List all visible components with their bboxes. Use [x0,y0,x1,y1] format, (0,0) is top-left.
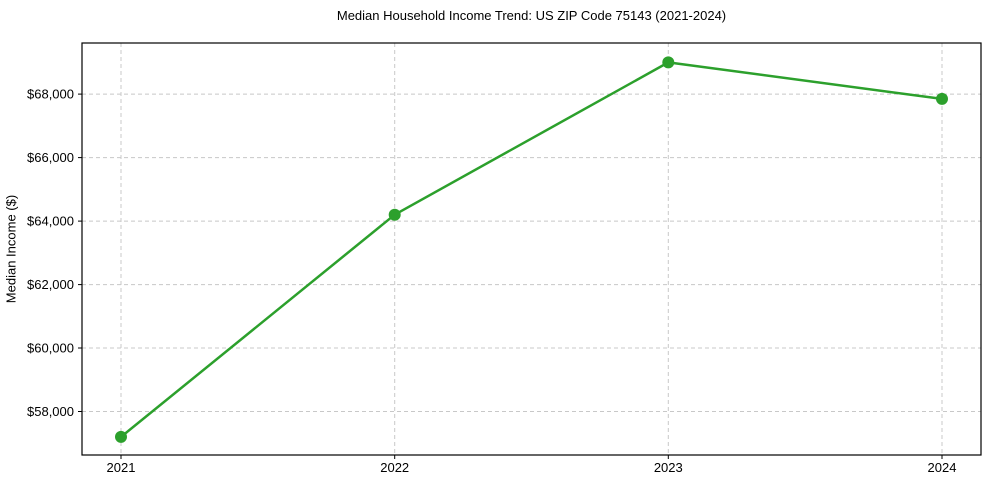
y-tick-label: $58,000 [27,404,74,419]
trend-line [119,61,944,439]
x-tick-label: 2021 [107,460,136,475]
data-point-marker [115,430,127,443]
x-tick-label: 2023 [654,460,683,475]
y-tick-label: $60,000 [27,341,74,356]
data-point-marker [388,208,401,221]
x-tick-label: 2022 [380,460,409,475]
data-point-marker [936,92,948,105]
data-point-marker [662,56,675,69]
y-tick-label: $62,000 [27,277,74,292]
y-tick-label: $66,000 [27,150,74,165]
x-tick-label: 2024 [928,460,957,475]
y-tick-label: $64,000 [27,214,74,229]
y-tick-label: $68,000 [27,87,74,102]
chart-title: Median Household Income Trend: US ZIP Co… [336,8,727,23]
plot-frame [81,42,982,456]
